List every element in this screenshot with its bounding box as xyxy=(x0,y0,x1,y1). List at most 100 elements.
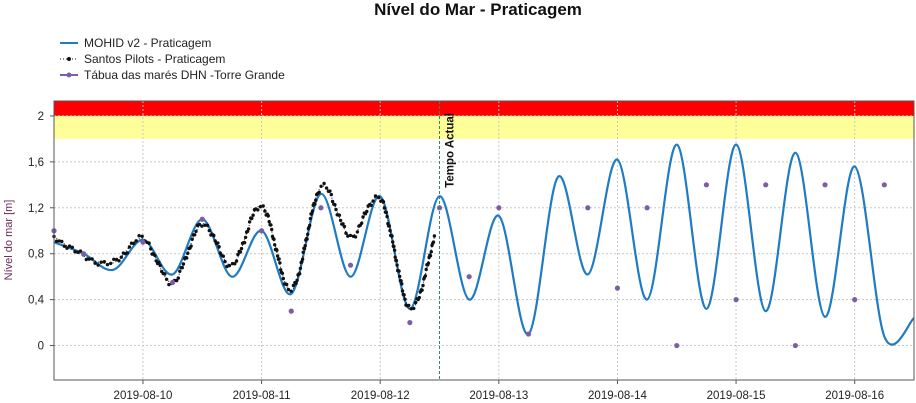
legend-item-observed[interactable]: Santos Pilots - Praticagem xyxy=(60,52,225,66)
observed-point xyxy=(164,277,169,281)
legend: MOHID v2 - Praticagem Santos Pilots - Pr… xyxy=(60,36,285,82)
observed-point xyxy=(310,209,315,213)
legend-item-model[interactable]: MOHID v2 - Praticagem xyxy=(60,36,211,50)
x-tick-label: 2019-08-15 xyxy=(707,390,766,402)
observed-point xyxy=(137,234,141,238)
observed-point xyxy=(384,210,388,215)
observed-point xyxy=(280,271,285,275)
observed-point xyxy=(400,289,405,293)
observed-point xyxy=(360,221,364,225)
observed-point xyxy=(190,237,194,241)
observed-point xyxy=(298,266,303,270)
observed-point xyxy=(239,246,244,251)
tide-table-point xyxy=(703,182,710,188)
observed-point xyxy=(281,276,285,281)
tide-table-point xyxy=(318,205,324,211)
tide-table-point xyxy=(792,342,798,349)
observed-point xyxy=(96,263,100,267)
plot-frame xyxy=(53,100,915,381)
x-tick-label: 2019-08-11 xyxy=(233,390,291,402)
observed-point xyxy=(62,244,67,248)
observed-point xyxy=(269,223,273,227)
observed-point xyxy=(291,283,296,288)
observed-point xyxy=(400,282,404,286)
observed-point xyxy=(90,257,94,261)
observed-point xyxy=(355,230,360,234)
observed-point xyxy=(398,274,402,279)
observed-point xyxy=(381,200,386,204)
observed-point xyxy=(78,249,83,253)
observed-point xyxy=(134,239,138,243)
tide-table-point xyxy=(347,262,354,268)
observed-point xyxy=(295,278,299,282)
observed-point xyxy=(193,233,197,237)
observed-point xyxy=(337,213,342,217)
tide-table-point xyxy=(199,216,205,222)
tide-table-point xyxy=(81,251,87,257)
observed-point xyxy=(344,231,348,235)
observed-point xyxy=(285,282,289,287)
observed-point xyxy=(289,289,293,293)
observed-point xyxy=(329,192,333,197)
observed-point xyxy=(322,181,326,186)
observed-point xyxy=(303,244,307,248)
legend-label-tide: Tábua das marés DHN -Torre Grande xyxy=(84,68,285,82)
observed-point xyxy=(314,198,318,202)
observed-point xyxy=(207,228,211,233)
observed-point xyxy=(189,244,193,248)
observed-point xyxy=(221,254,225,258)
observed-point xyxy=(223,259,227,264)
observed-point xyxy=(112,257,116,261)
tide-table-point xyxy=(407,319,413,326)
tide-table-point xyxy=(644,205,650,211)
observed-point xyxy=(412,306,416,311)
observed-point xyxy=(84,257,89,262)
observed-point xyxy=(388,228,392,233)
observed-point xyxy=(407,303,411,308)
observed-point xyxy=(317,190,321,194)
observed-point xyxy=(409,307,413,311)
observed-point xyxy=(313,202,317,206)
x-tick-label: 2019-08-12 xyxy=(351,390,410,402)
observed-point xyxy=(197,222,202,227)
x-tick-label: 2019-08-13 xyxy=(469,390,528,402)
observed-point xyxy=(99,260,103,264)
chart-title: Nível do Mar - Praticagem xyxy=(374,0,582,19)
observed-point xyxy=(278,261,282,265)
observed-point xyxy=(87,257,91,261)
y-tick-label: 0 xyxy=(38,341,44,353)
observed-point xyxy=(334,207,338,212)
observed-point xyxy=(429,250,433,254)
observed-point xyxy=(270,227,274,232)
observed-point xyxy=(324,186,329,190)
legend-item-tide[interactable]: Tábua das marés DHN -Torre Grande xyxy=(60,68,285,82)
observed-point xyxy=(181,262,186,266)
y-tick-label: 0,4 xyxy=(28,295,45,307)
tide-table-point xyxy=(614,285,621,291)
observed-point xyxy=(157,260,161,265)
observed-point xyxy=(236,252,240,257)
observed-point xyxy=(234,259,239,263)
tide-table-point xyxy=(852,297,858,303)
observed-point xyxy=(132,241,136,246)
observed-point xyxy=(403,297,407,301)
observed-point xyxy=(65,246,69,250)
observed-point xyxy=(424,267,428,272)
observed-point xyxy=(213,239,217,243)
observed-point xyxy=(399,279,403,283)
observed-point xyxy=(57,239,61,243)
observed-point xyxy=(286,287,291,292)
now-marker: Tempo Actual xyxy=(439,101,457,380)
legend-label-observed: Santos Pilots - Praticagem xyxy=(84,52,225,66)
observed-point xyxy=(279,268,283,272)
observed-point xyxy=(338,218,343,223)
observed-point xyxy=(346,234,350,238)
observed-point xyxy=(212,233,216,238)
tide-table-point xyxy=(140,239,146,245)
observed-point xyxy=(76,250,80,254)
observed-point xyxy=(391,240,395,244)
y-tick-label: 1,2 xyxy=(28,203,44,215)
observed-point xyxy=(417,295,421,300)
x-tick-label: 2019-08-14 xyxy=(588,390,647,402)
y-axis-title: Nível do mar [m] xyxy=(3,200,15,281)
